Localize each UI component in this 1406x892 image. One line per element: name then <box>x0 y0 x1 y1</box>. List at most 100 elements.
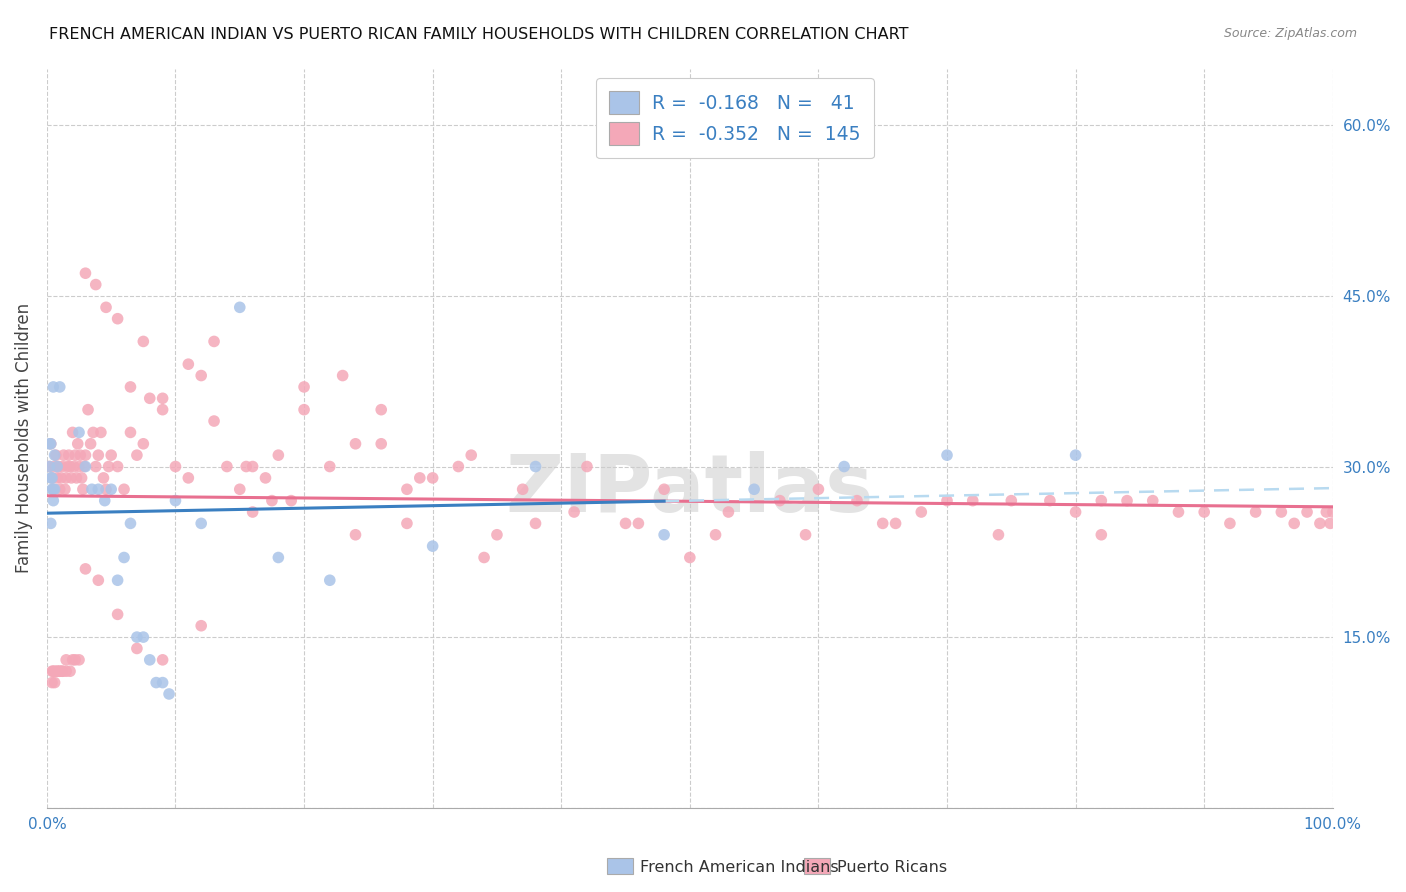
Point <box>157 687 180 701</box>
Point <box>62 425 84 440</box>
Point <box>107 459 129 474</box>
Point <box>51 664 73 678</box>
Point <box>120 425 142 440</box>
Point <box>94 483 117 497</box>
Point <box>42 483 65 497</box>
Point <box>41 483 63 497</box>
Point <box>87 483 110 497</box>
Point <box>395 483 418 497</box>
Point <box>280 493 302 508</box>
Point <box>1270 505 1292 519</box>
Point <box>884 516 907 531</box>
Point <box>202 334 225 349</box>
Point <box>100 483 122 497</box>
Point <box>55 471 77 485</box>
Text: Puerto Ricans: Puerto Ricans <box>837 860 946 874</box>
Point <box>132 334 155 349</box>
Point <box>42 483 65 497</box>
Point <box>125 630 148 644</box>
Point <box>190 368 212 383</box>
Point <box>190 516 212 531</box>
Legend: R =  -0.168   N =   41, R =  -0.352   N =  145: R = -0.168 N = 41, R = -0.352 N = 145 <box>596 78 873 159</box>
Point <box>125 448 148 462</box>
Point <box>46 471 69 485</box>
Point <box>987 528 1010 542</box>
Text: FRENCH AMERICAN INDIAN VS PUERTO RICAN FAMILY HOUSEHOLDS WITH CHILDREN CORRELATI: FRENCH AMERICAN INDIAN VS PUERTO RICAN F… <box>49 27 908 42</box>
Point <box>75 266 97 280</box>
Point <box>87 573 110 587</box>
Point <box>1282 516 1305 531</box>
Point <box>75 448 97 462</box>
Point <box>132 437 155 451</box>
Point <box>107 573 129 587</box>
Text: Source: ZipAtlas.com: Source: ZipAtlas.com <box>1223 27 1357 40</box>
Point <box>112 483 135 497</box>
Point <box>215 459 238 474</box>
Point <box>38 459 60 474</box>
Point <box>48 664 70 678</box>
Point <box>319 459 342 474</box>
Point <box>100 448 122 462</box>
Text: ZIPatlas: ZIPatlas <box>506 450 875 529</box>
Point <box>1064 448 1087 462</box>
Point <box>65 471 87 485</box>
Point <box>52 448 75 462</box>
Point <box>48 664 70 678</box>
Point <box>242 505 264 519</box>
Point <box>422 471 444 485</box>
Text: French American Indians: French American Indians <box>640 860 838 874</box>
Point <box>44 664 66 678</box>
Point <box>846 493 869 508</box>
Point <box>769 493 792 508</box>
Point <box>120 380 142 394</box>
Point <box>512 483 534 497</box>
Point <box>84 277 107 292</box>
Point <box>422 539 444 553</box>
Point <box>1142 493 1164 508</box>
Point <box>704 528 727 542</box>
Point <box>90 425 112 440</box>
Point <box>39 471 62 485</box>
Point <box>87 448 110 462</box>
Point <box>79 437 101 451</box>
Point <box>72 483 94 497</box>
Point <box>73 459 96 474</box>
Point <box>242 459 264 474</box>
Point <box>145 675 167 690</box>
Point <box>447 459 470 474</box>
Point <box>165 493 187 508</box>
Point <box>1309 516 1331 531</box>
Point <box>267 550 290 565</box>
Point <box>107 607 129 622</box>
Point <box>51 664 73 678</box>
Point <box>652 528 675 542</box>
Point <box>82 425 104 440</box>
Point <box>652 483 675 497</box>
Point <box>84 459 107 474</box>
Point <box>910 505 932 519</box>
Point <box>48 459 70 474</box>
Point <box>44 483 66 497</box>
Point <box>260 493 283 508</box>
Point <box>107 311 129 326</box>
Point <box>1319 516 1341 531</box>
Point <box>1000 493 1022 508</box>
Point <box>39 437 62 451</box>
Point <box>67 459 90 474</box>
Point <box>139 392 162 406</box>
Point <box>125 641 148 656</box>
Point <box>524 459 547 474</box>
Point <box>472 550 495 565</box>
Point <box>48 380 70 394</box>
Point <box>177 357 200 371</box>
Point <box>132 630 155 644</box>
Point <box>63 459 86 474</box>
Point <box>229 483 252 497</box>
Point <box>202 414 225 428</box>
Point <box>152 402 174 417</box>
Point <box>254 471 277 485</box>
Point <box>62 653 84 667</box>
Point <box>70 471 93 485</box>
Point <box>152 675 174 690</box>
Point <box>42 493 65 508</box>
